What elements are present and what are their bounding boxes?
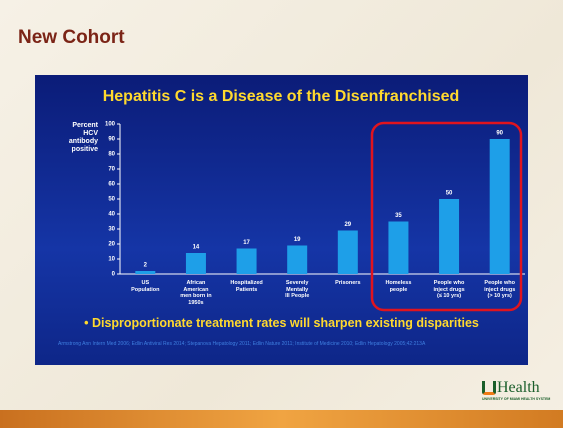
footnote: Armstrong Ann Intern Med 2006; Edlin Ant… xyxy=(58,341,426,347)
y-axis-label: Percent HCV antibody positive xyxy=(68,122,98,153)
bar xyxy=(388,221,409,274)
x-tick-label: People who inject drugs (> 10 yrs) xyxy=(484,280,516,299)
y-tick-label: 20 xyxy=(108,242,115,248)
value-label: 19 xyxy=(294,237,301,243)
highlight-box xyxy=(370,121,523,312)
y-tick-label: 0 xyxy=(112,272,116,278)
value-label: 2 xyxy=(144,263,148,269)
y-tick-label: 100 xyxy=(105,122,116,128)
bar xyxy=(185,253,206,274)
value-label: 17 xyxy=(243,240,250,246)
y-tick-label: 30 xyxy=(108,227,115,233)
value-label: 50 xyxy=(446,191,453,197)
bar xyxy=(236,248,257,274)
x-tick-label: US Population xyxy=(131,280,160,293)
x-tick-label: Prisoners xyxy=(335,280,361,286)
x-tick-label: People who inject drugs (≤ 10 yrs) xyxy=(433,280,465,299)
y-tick-label: 90 xyxy=(108,137,115,143)
x-tick-label: Hospitalized Patients xyxy=(230,280,263,293)
bar xyxy=(135,271,156,274)
bullet: • Disproportionate treatment rates will … xyxy=(84,316,479,330)
y-tick-label: 60 xyxy=(108,182,115,188)
x-tick-label: African American men born in 1950s xyxy=(180,280,212,306)
y-tick-label: 50 xyxy=(108,197,115,203)
y-tick-label: 40 xyxy=(108,212,115,218)
value-label: 90 xyxy=(496,131,503,137)
logo-icon xyxy=(482,381,496,395)
bar xyxy=(439,199,460,274)
footer-band xyxy=(0,410,563,428)
value-label: 14 xyxy=(193,245,200,251)
y-tick-label: 80 xyxy=(108,152,115,158)
bar xyxy=(287,245,308,274)
logo-subtitle: UNIVERSITY OF MIAMI HEALTH SYSTEM xyxy=(482,397,551,401)
y-tick-label: 70 xyxy=(108,167,115,173)
logo-name: Health xyxy=(497,379,540,396)
value-label: 29 xyxy=(344,222,351,228)
bar xyxy=(489,139,510,274)
chart-title: Hepatitis C is a Disease of the Disenfra… xyxy=(103,88,460,105)
slide-title: New Cohort xyxy=(18,27,125,48)
x-tick-label: Homeless people xyxy=(385,280,412,293)
value-label: 35 xyxy=(395,213,402,219)
bar xyxy=(337,230,358,274)
y-tick-label: 10 xyxy=(108,257,115,263)
logo: Health xyxy=(482,379,540,396)
x-tick-label: Severely Mentally Ill People xyxy=(285,280,310,299)
